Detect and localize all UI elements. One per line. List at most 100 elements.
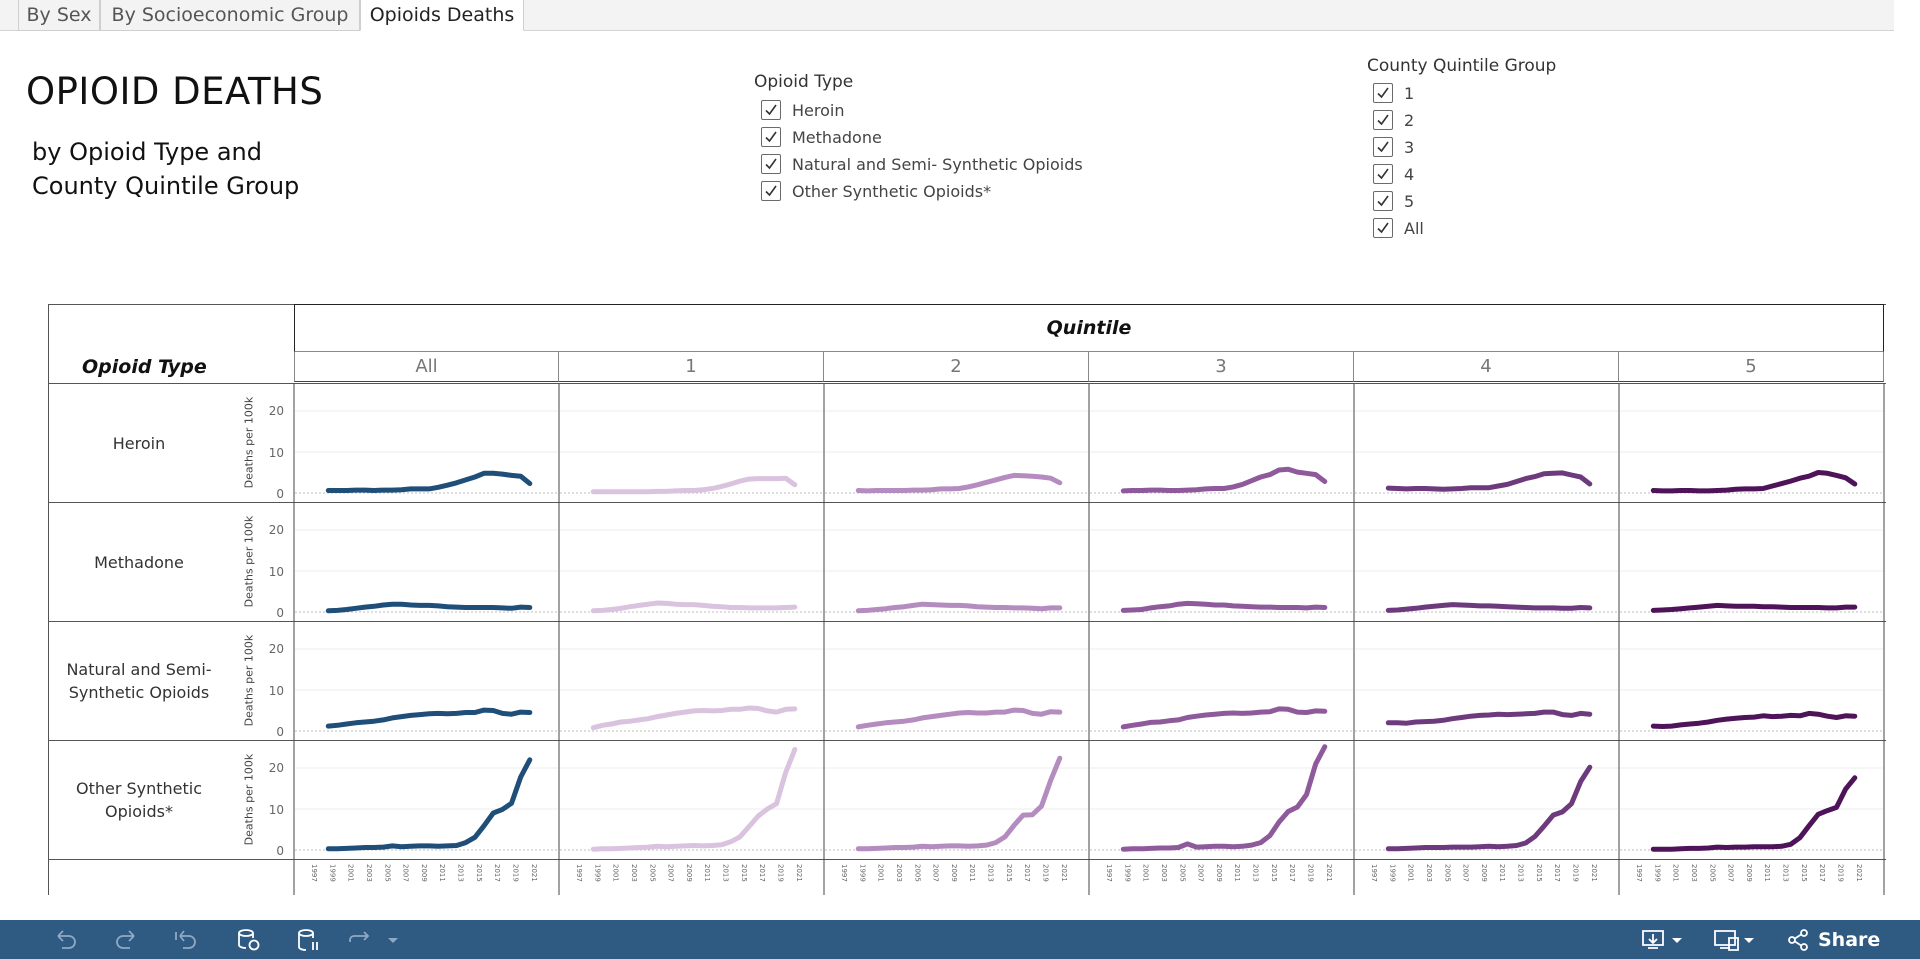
series-line-2 xyxy=(855,755,1063,852)
x-tick-label: 2013 xyxy=(987,864,995,882)
filter-option-label: Heroin xyxy=(792,100,845,120)
x-tick-label: 2013 xyxy=(1517,864,1525,882)
x-tick-label: 2005 xyxy=(648,864,656,882)
x-tick-label: 2011 xyxy=(968,864,976,882)
series-line-5 xyxy=(1650,710,1858,729)
bottom-toolbar: Share xyxy=(0,920,1920,959)
filter-option-quintile-all[interactable]: All xyxy=(1373,216,1424,240)
refresh-icon[interactable] xyxy=(234,926,262,954)
tab-by-sex[interactable]: By Sex xyxy=(18,0,100,31)
y-tick: 20 xyxy=(268,642,284,656)
x-tick-label: 2021 xyxy=(795,864,803,882)
tab-opioids-deaths[interactable]: Opioids Deaths xyxy=(360,0,524,31)
x-tick-label: 1997 xyxy=(310,864,318,882)
filter-option-quintile-1[interactable]: 1 xyxy=(1373,81,1414,105)
x-tick-label: 2009 xyxy=(1480,864,1488,882)
y-tick: 0 xyxy=(276,606,284,620)
filter-option-label: All xyxy=(1404,218,1424,238)
x-tick-label: 2001 xyxy=(612,864,620,882)
x-tick-label: 2011 xyxy=(438,864,446,882)
filter-option-other-synthetic[interactable]: Other Synthetic Opioids* xyxy=(761,179,991,203)
y-tick: 10 xyxy=(268,684,284,698)
row-label-methadone: Methadone xyxy=(94,552,184,572)
filter-option-natural-semi-synthetic[interactable]: Natural and Semi- Synthetic Opioids xyxy=(761,152,1083,176)
filter-option-quintile-4[interactable]: 4 xyxy=(1373,162,1414,186)
revert-icon[interactable] xyxy=(172,926,200,954)
x-tick-label: 2015 xyxy=(475,864,483,882)
x-tick-label: 2003 xyxy=(630,864,638,882)
checkbox[interactable] xyxy=(761,100,781,120)
series-line-5 xyxy=(1650,775,1858,852)
x-tick-label: 1999 xyxy=(1653,864,1661,882)
series-line-2 xyxy=(855,601,1063,614)
checkbox[interactable] xyxy=(1373,137,1393,157)
filter-option-heroin[interactable]: Heroin xyxy=(761,98,844,122)
filter-option-label: Other Synthetic Opioids* xyxy=(792,181,992,201)
page-title: OPIOID DEATHS xyxy=(26,70,324,113)
opioid-type-row-header: Opioid Type xyxy=(82,356,207,378)
row-divider xyxy=(48,383,1886,384)
redo-icon[interactable] xyxy=(112,926,140,954)
x-tick-label: 2013 xyxy=(722,864,730,882)
x-tick-label: 2015 xyxy=(740,864,748,882)
forward-icon[interactable] xyxy=(346,926,374,954)
series-line-all xyxy=(325,601,533,614)
x-tick-label: 2011 xyxy=(1233,864,1241,882)
checkmark-icon xyxy=(1377,114,1389,126)
x-tick-label: 1997 xyxy=(1370,864,1378,882)
x-tick-label: 2003 xyxy=(895,864,903,882)
column-header-all: All xyxy=(294,352,559,382)
tab-by-socioeconomic-group[interactable]: By Socioeconomic Group xyxy=(100,0,360,31)
checkbox[interactable] xyxy=(761,127,781,147)
x-tick-label: 2009 xyxy=(685,864,693,882)
checkmark-icon xyxy=(1377,195,1389,207)
x-tick-label: 2019 xyxy=(1042,864,1050,882)
checkbox[interactable] xyxy=(1373,164,1393,184)
x-tick-label: 2001 xyxy=(877,864,885,882)
pause-icon[interactable] xyxy=(294,926,322,954)
share-icon xyxy=(1788,928,1808,951)
series-line-2 xyxy=(855,707,1063,730)
series-line-4 xyxy=(1385,764,1593,852)
x-tick-label: 2007 xyxy=(1727,864,1735,882)
device-layout-icon[interactable] xyxy=(1712,926,1760,954)
undo-icon[interactable] xyxy=(52,926,80,954)
row-divider xyxy=(48,502,1886,503)
checkbox[interactable] xyxy=(761,154,781,174)
x-tick-label: 2003 xyxy=(1690,864,1698,882)
checkmark-icon xyxy=(1377,87,1389,99)
series-line-all xyxy=(325,470,533,493)
series-line-1 xyxy=(590,705,798,731)
filter-option-quintile-3[interactable]: 3 xyxy=(1373,135,1414,159)
x-tick-label: 2015 xyxy=(1800,864,1808,882)
checkbox[interactable] xyxy=(1373,191,1393,211)
chevron-down-icon[interactable] xyxy=(386,926,400,954)
quintile-filter-title: County Quintile Group xyxy=(1367,56,1557,76)
checkmark-icon xyxy=(1377,222,1389,234)
checkmark-icon xyxy=(765,158,777,170)
series-line-all xyxy=(325,707,533,729)
x-tick-label: 2011 xyxy=(1498,864,1506,882)
filter-option-label: 4 xyxy=(1404,164,1415,184)
x-tick-label: 2015 xyxy=(1535,864,1543,882)
x-tick-label: 2005 xyxy=(1708,864,1716,882)
checkbox[interactable] xyxy=(1373,83,1393,103)
x-tick-label: 2017 xyxy=(1818,864,1826,882)
filter-option-quintile-2[interactable]: 2 xyxy=(1373,108,1414,132)
y-tick: 10 xyxy=(268,565,284,579)
filter-option-quintile-5[interactable]: 5 xyxy=(1373,189,1414,213)
row-divider xyxy=(48,859,1886,860)
x-tick-label: 2019 xyxy=(1307,864,1315,882)
x-tick-label: 2011 xyxy=(1763,864,1771,882)
series-line-3 xyxy=(1120,466,1328,494)
series-line-2 xyxy=(855,472,1063,494)
x-tick-label: 1999 xyxy=(593,864,601,882)
checkbox[interactable] xyxy=(1373,110,1393,130)
x-tick-label: 2001 xyxy=(1672,864,1680,882)
share-button[interactable]: Share xyxy=(1786,924,1880,955)
checkbox[interactable] xyxy=(761,181,781,201)
filter-option-methadone[interactable]: Methadone xyxy=(761,125,882,149)
download-icon[interactable] xyxy=(1640,926,1688,954)
filter-option-label: Methadone xyxy=(792,127,882,147)
checkbox[interactable] xyxy=(1373,218,1393,238)
